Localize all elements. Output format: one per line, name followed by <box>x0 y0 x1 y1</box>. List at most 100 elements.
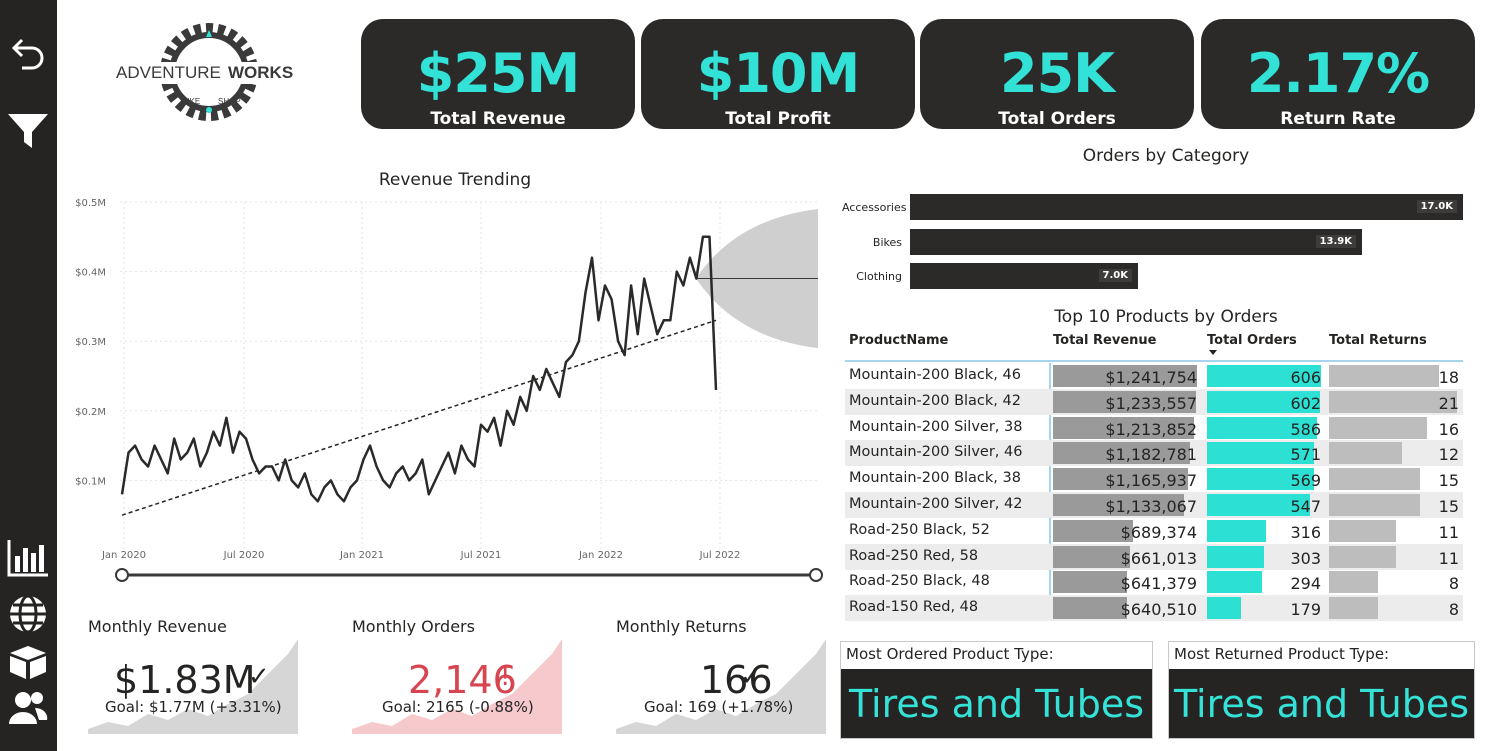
kpi-label: Total Revenue <box>430 109 566 129</box>
revenue-cell: $1,133,067 <box>1105 497 1197 516</box>
orders-cell: 303 <box>1290 548 1321 568</box>
category-bar[interactable]: 13.9K <box>910 229 1362 255</box>
sort-descending-icon[interactable] <box>1209 350 1217 355</box>
card-label: Most Ordered Product Type: <box>841 642 1152 668</box>
table-row[interactable]: Road-250 Black, 52 $689,374 316 11 <box>845 518 1463 544</box>
orders-cell: 571 <box>1290 445 1321 465</box>
category-bar[interactable]: 7.0K <box>910 263 1138 289</box>
orders-databar <box>1207 494 1310 516</box>
orders-cell: 547 <box>1290 497 1321 516</box>
zoom-slider-end-handle[interactable] <box>809 568 823 582</box>
checkmark-icon: ✓ <box>740 662 762 692</box>
product-name-cell: Road-250 Red, 58 <box>849 547 979 564</box>
adventureworks-logo: ADVENTURE WORKS BIKE SHOP <box>112 22 306 128</box>
revenue-databar <box>1053 416 1194 439</box>
returns-databar <box>1329 545 1396 568</box>
kpi-card-total-profit[interactable]: $10M Total Profit <box>641 19 915 129</box>
category-value-label: 7.0K <box>1098 269 1132 282</box>
returns-cell: 15 <box>1438 497 1459 516</box>
orders-databar <box>1207 365 1321 387</box>
revenue-series-line[interactable] <box>120 235 718 503</box>
kpi-card-total-orders[interactable]: 25K Total Orders <box>920 19 1194 129</box>
monthly-returns-kpi[interactable] <box>616 614 828 736</box>
most-returned-product-type-card[interactable]: Most Returned Product Type: Tires and Tu… <box>1168 641 1475 739</box>
warning-icon: ! <box>500 662 511 692</box>
table-row[interactable]: Road-250 Black, 48 $641,379 294 8 <box>845 569 1463 595</box>
kpi-label: Total Orders <box>998 109 1116 129</box>
revenue-cell: $1,182,781 <box>1105 445 1197 465</box>
globe-icon[interactable] <box>4 590 52 638</box>
table-row[interactable]: Mountain-200 Black, 38 $1,165,937 569 15 <box>845 466 1463 492</box>
y-tick-label: $0.1M <box>75 476 106 487</box>
category-bar[interactable]: 17.0K <box>910 194 1463 220</box>
kpi-title: Monthly Returns <box>616 617 747 636</box>
returns-databar <box>1329 519 1396 542</box>
table-row[interactable]: Mountain-200 Black, 46 $1,241,754 606 18 <box>845 363 1463 389</box>
orders-databar <box>1207 390 1320 413</box>
table-row[interactable]: Mountain-200 Silver, 38 $1,213,852 586 16 <box>845 415 1463 441</box>
zoom-slider-start-handle[interactable] <box>115 568 129 582</box>
product-name-cell: Mountain-200 Silver, 38 <box>849 418 1023 435</box>
filter-icon[interactable] <box>4 106 52 154</box>
orders-cell: 316 <box>1290 522 1321 542</box>
orders-cell: 569 <box>1290 471 1321 491</box>
orders-cell: 294 <box>1290 574 1321 594</box>
table-row[interactable]: Mountain-200 Silver, 42 $1,133,067 547 15 <box>845 492 1463 518</box>
revenue-databar <box>1053 442 1190 465</box>
monthly-orders-kpi[interactable] <box>352 614 564 736</box>
y-tick-label: $0.5M <box>75 198 106 209</box>
product-name-cell: Road-250 Black, 48 <box>849 573 990 590</box>
kpi-goal: Goal: 169 (+1.78%) <box>644 698 794 716</box>
returns-cell: 11 <box>1438 548 1459 568</box>
kpi-value: $10M <box>696 42 860 105</box>
users-icon[interactable] <box>4 684 52 732</box>
bar-chart-icon[interactable] <box>4 534 52 582</box>
table-row[interactable]: Mountain-200 Black, 42 $1,233,557 602 21 <box>845 388 1463 415</box>
top-products-title: Top 10 Products by Orders <box>1054 307 1278 327</box>
orders-cell: 602 <box>1290 393 1321 413</box>
table-row[interactable]: Road-150 Red, 48 $640,510 179 8 <box>845 595 1463 622</box>
returns-cell: 8 <box>1448 574 1459 594</box>
revenue-trend-chart[interactable]: $0.1M $0.2M $0.3M $0.4M $0.5M Jan 2020 Jul 20… <box>60 190 830 590</box>
kpi-goal: Goal: 2165 (-0.88%) <box>382 698 534 716</box>
kpi-sparkline-area <box>352 639 562 734</box>
card-value: Tires and Tubes <box>1169 669 1474 738</box>
column-header-product-name[interactable]: ProductName <box>849 333 949 348</box>
revenue-cell: $641,379 <box>1120 574 1197 594</box>
monthly-revenue-kpi[interactable] <box>88 614 300 736</box>
category-label: Bikes <box>872 236 902 249</box>
logo-text-adventure: ADVENTURE <box>116 63 221 82</box>
back-arrow-icon[interactable] <box>4 30 52 78</box>
returns-cell: 8 <box>1448 600 1459 620</box>
x-tick-label: Jul 2022 <box>699 550 741 561</box>
table-row[interactable]: Road-250 Red, 58 $661,013 303 11 <box>845 543 1463 570</box>
orders-by-category-title: Orders by Category <box>1082 146 1250 166</box>
revenue-cell: $689,374 <box>1120 522 1197 542</box>
returns-databar <box>1329 365 1439 387</box>
kpi-value: 166 <box>700 658 773 702</box>
column-header-total-orders[interactable]: Total Orders <box>1207 333 1297 348</box>
category-label: Accessories <box>842 201 907 214</box>
x-tick-label: Jan 2021 <box>339 550 384 561</box>
column-header-total-revenue[interactable]: Total Revenue <box>1053 333 1157 348</box>
kpi-label: Return Rate <box>1280 109 1396 129</box>
column-header-total-returns[interactable]: Total Returns <box>1329 333 1427 348</box>
category-value-label: 17.0K <box>1416 200 1457 213</box>
returns-cell: 21 <box>1438 393 1459 413</box>
kpi-card-total-revenue[interactable]: $25M Total Revenue <box>361 19 635 129</box>
y-tick-label: $0.2M <box>75 407 106 418</box>
revenue-databar <box>1053 597 1127 620</box>
kpi-card-return-rate[interactable]: 2.17% Return Rate <box>1201 19 1475 129</box>
x-tick-label: Jan 2022 <box>578 550 623 561</box>
returns-databar <box>1329 571 1378 594</box>
orders-databar <box>1207 468 1314 491</box>
category-label: Clothing <box>856 270 902 283</box>
revenue-cell: $1,233,557 <box>1105 393 1197 413</box>
returns-cell: 11 <box>1438 522 1459 542</box>
orders-databar <box>1207 416 1317 439</box>
box-icon[interactable] <box>4 638 52 686</box>
orders-databar <box>1207 519 1266 542</box>
table-row[interactable]: Mountain-200 Silver, 46 $1,182,781 571 12 <box>845 440 1463 467</box>
most-ordered-product-type-card[interactable]: Most Ordered Product Type: Tires and Tub… <box>840 641 1153 739</box>
